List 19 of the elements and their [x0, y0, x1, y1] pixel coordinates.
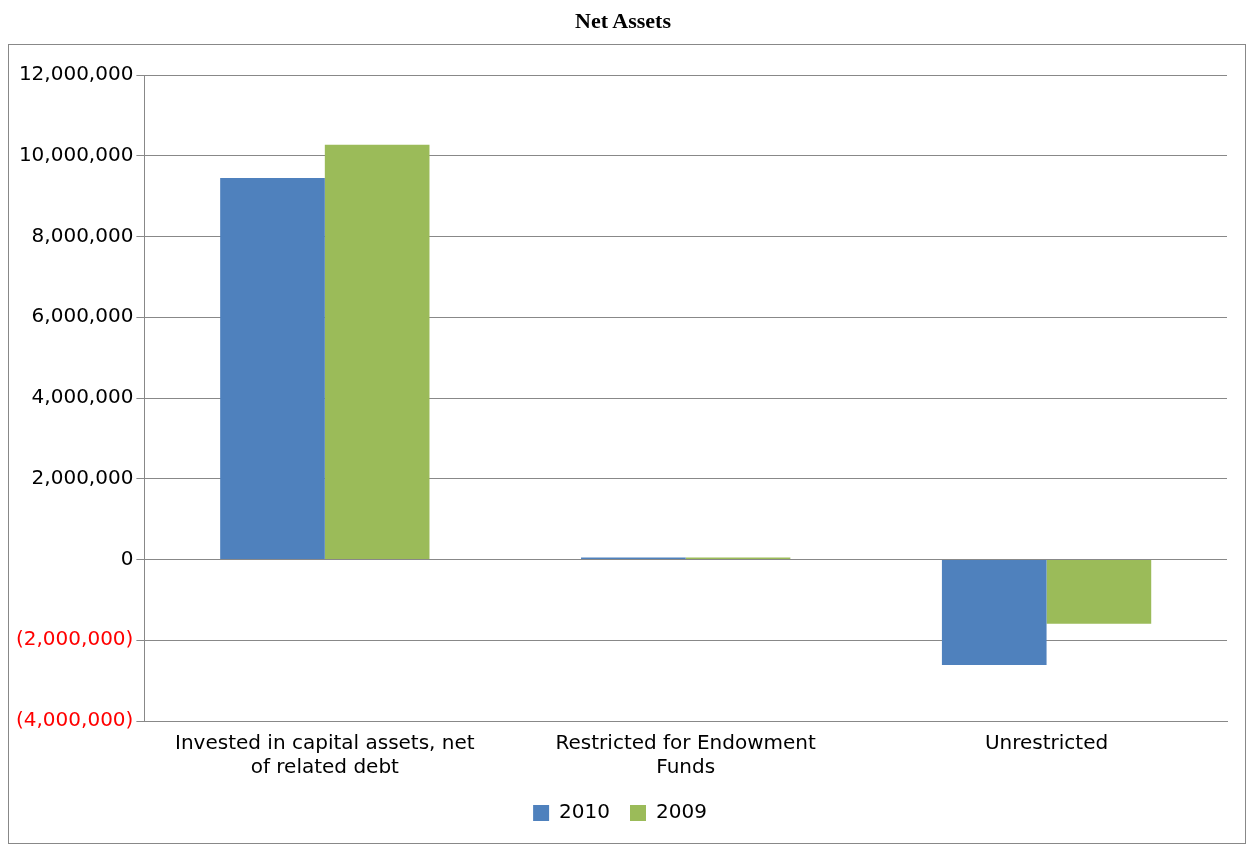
y-tick-label: 0: [120, 545, 134, 570]
y-tick-label: 12,000,000: [18, 61, 134, 86]
y-tick-label: 4,000,000: [31, 384, 134, 409]
legend-label: 2009: [656, 799, 707, 824]
x-tick-label: Restricted for Endowment Funds: [555, 730, 816, 779]
y-tick-label: (2,000,000): [15, 626, 134, 651]
bar: [324, 144, 430, 559]
chart-title: Net Assets: [574, 8, 672, 34]
x-tick-label: Invested in capital assets, net of related debt: [175, 730, 475, 779]
bar: [220, 177, 325, 559]
y-tick-label: 8,000,000: [31, 222, 134, 247]
bar: [1046, 560, 1152, 624]
y-tick-label: 2,000,000: [31, 464, 134, 489]
y-tick-label: (4,000,000): [15, 707, 134, 732]
y-tick-label: 6,000,000: [31, 303, 134, 328]
x-tick-label: Unrestricted: [984, 730, 1109, 755]
legend-label: 2010: [559, 799, 611, 824]
y-tick-label: 10,000,000: [18, 141, 134, 166]
bar: [941, 560, 1047, 665]
